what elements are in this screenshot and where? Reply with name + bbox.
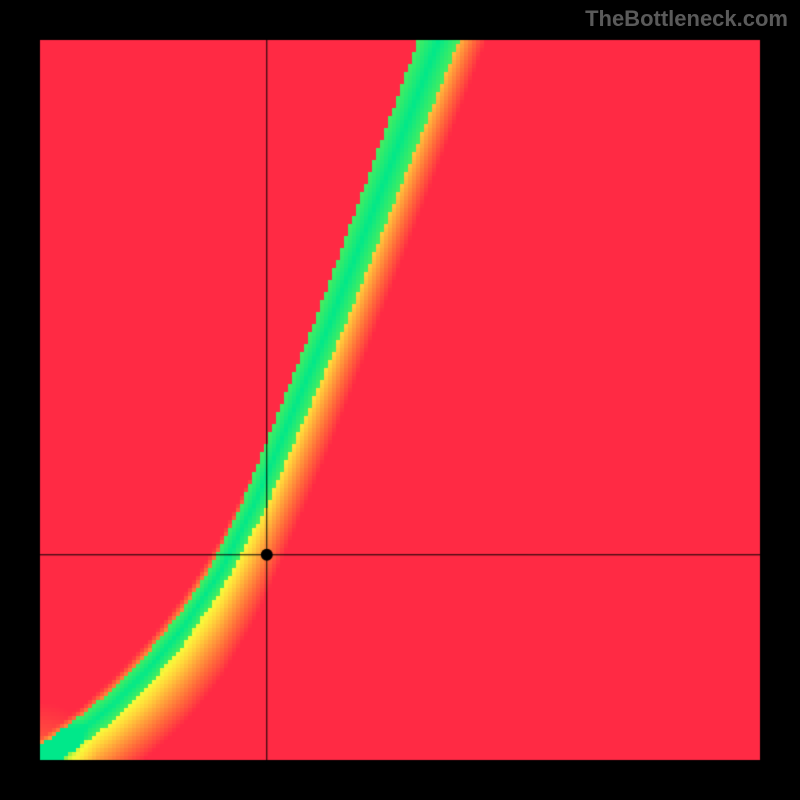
watermark-text: TheBottleneck.com — [585, 6, 788, 32]
heatmap-canvas — [0, 0, 800, 800]
chart-container: TheBottleneck.com — [0, 0, 800, 800]
